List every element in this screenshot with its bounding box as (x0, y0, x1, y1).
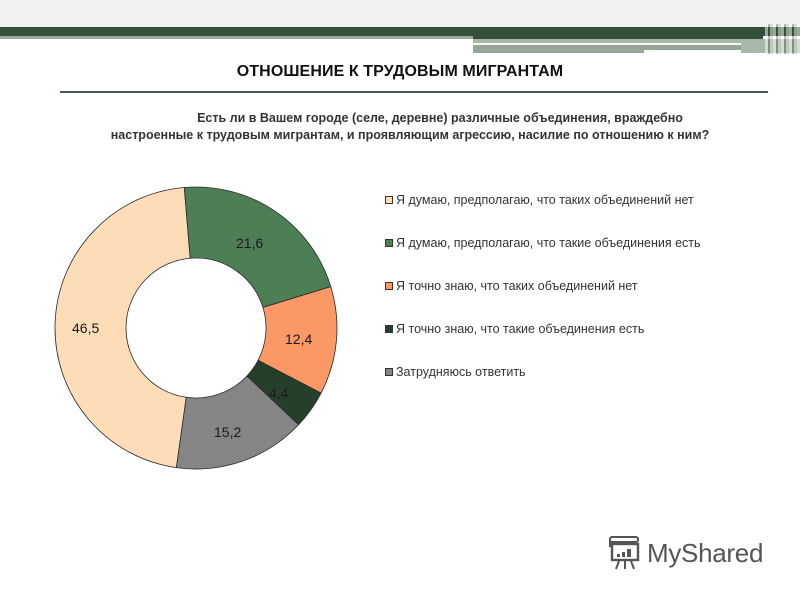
page-title: ОТНОШЕНИЕ К ТРУДОВЫМ МИГРАНТАМ (236, 63, 564, 80)
legend-swatch (385, 325, 393, 333)
slice-label-hard-to-say: 15,2 (214, 424, 241, 440)
legend-item-hard-to-say: Затрудняюсь ответить (385, 365, 526, 379)
slice-label-think-exist: 21,6 (236, 235, 263, 251)
legend-label: Я точно знаю, что такие объединения есть (396, 322, 645, 336)
header-bar-highlight (473, 43, 741, 45)
header-bar-gray (473, 45, 741, 50)
question-line-1: Есть ли в Вашем городе (селе, деревне) р… (197, 111, 683, 125)
title-divider (60, 91, 768, 93)
donut-slices (54, 186, 338, 470)
chart-question: Есть ли в Вашем городе (селе, деревне) р… (60, 110, 760, 144)
myshared-logo[interactable]: MyShared (607, 535, 763, 571)
top-band (0, 0, 800, 27)
legend-label: Затрудняюсь ответить (396, 365, 526, 379)
legend-label: Я думаю, предполагаю, что такие объедине… (396, 236, 701, 250)
header-bar-gray-short (473, 50, 644, 53)
legend-label: Я точно знаю, что таких объединений нет (396, 279, 638, 293)
header-bar-right (473, 36, 763, 39)
header-bar-accent (0, 36, 473, 39)
legend-item-think-none: Я думаю, предполагаю, что таких объедине… (385, 193, 694, 207)
legend-swatch (385, 368, 393, 376)
header-edge-stripes (765, 24, 800, 54)
legend-label: Я думаю, предполагаю, что таких объедине… (396, 193, 694, 207)
slice-label-think-none: 46,5 (72, 320, 99, 336)
legend-swatch (385, 196, 393, 204)
header-bar-accent-right (473, 39, 800, 43)
presentation-board-icon (609, 536, 640, 570)
legend-item-know-none: Я точно знаю, что таких объединений нет (385, 279, 638, 293)
legend-item-think-exist: Я думаю, предполагаю, что такие объедине… (385, 236, 701, 250)
question-line-2: настроенные к трудовым мигрантам, и проя… (110, 128, 710, 142)
legend-swatch (385, 239, 393, 247)
donut-slice-hard-to-say (175, 375, 300, 470)
slice-label-know-none: 12,4 (285, 331, 312, 347)
logo-text: MyShared (647, 537, 764, 568)
legend-item-know-exist: Я точно знаю, что такие объединения есть (385, 322, 644, 336)
header-bar (0, 27, 800, 36)
donut-slice-think-none (54, 187, 191, 469)
slice-label-know-exist: 4,4 (269, 385, 289, 401)
donut-slice-think-exist (183, 186, 332, 308)
legend-swatch (385, 282, 393, 290)
donut-chart: 46,5 21,6 12,4 4,4 15,2 (54, 186, 338, 470)
